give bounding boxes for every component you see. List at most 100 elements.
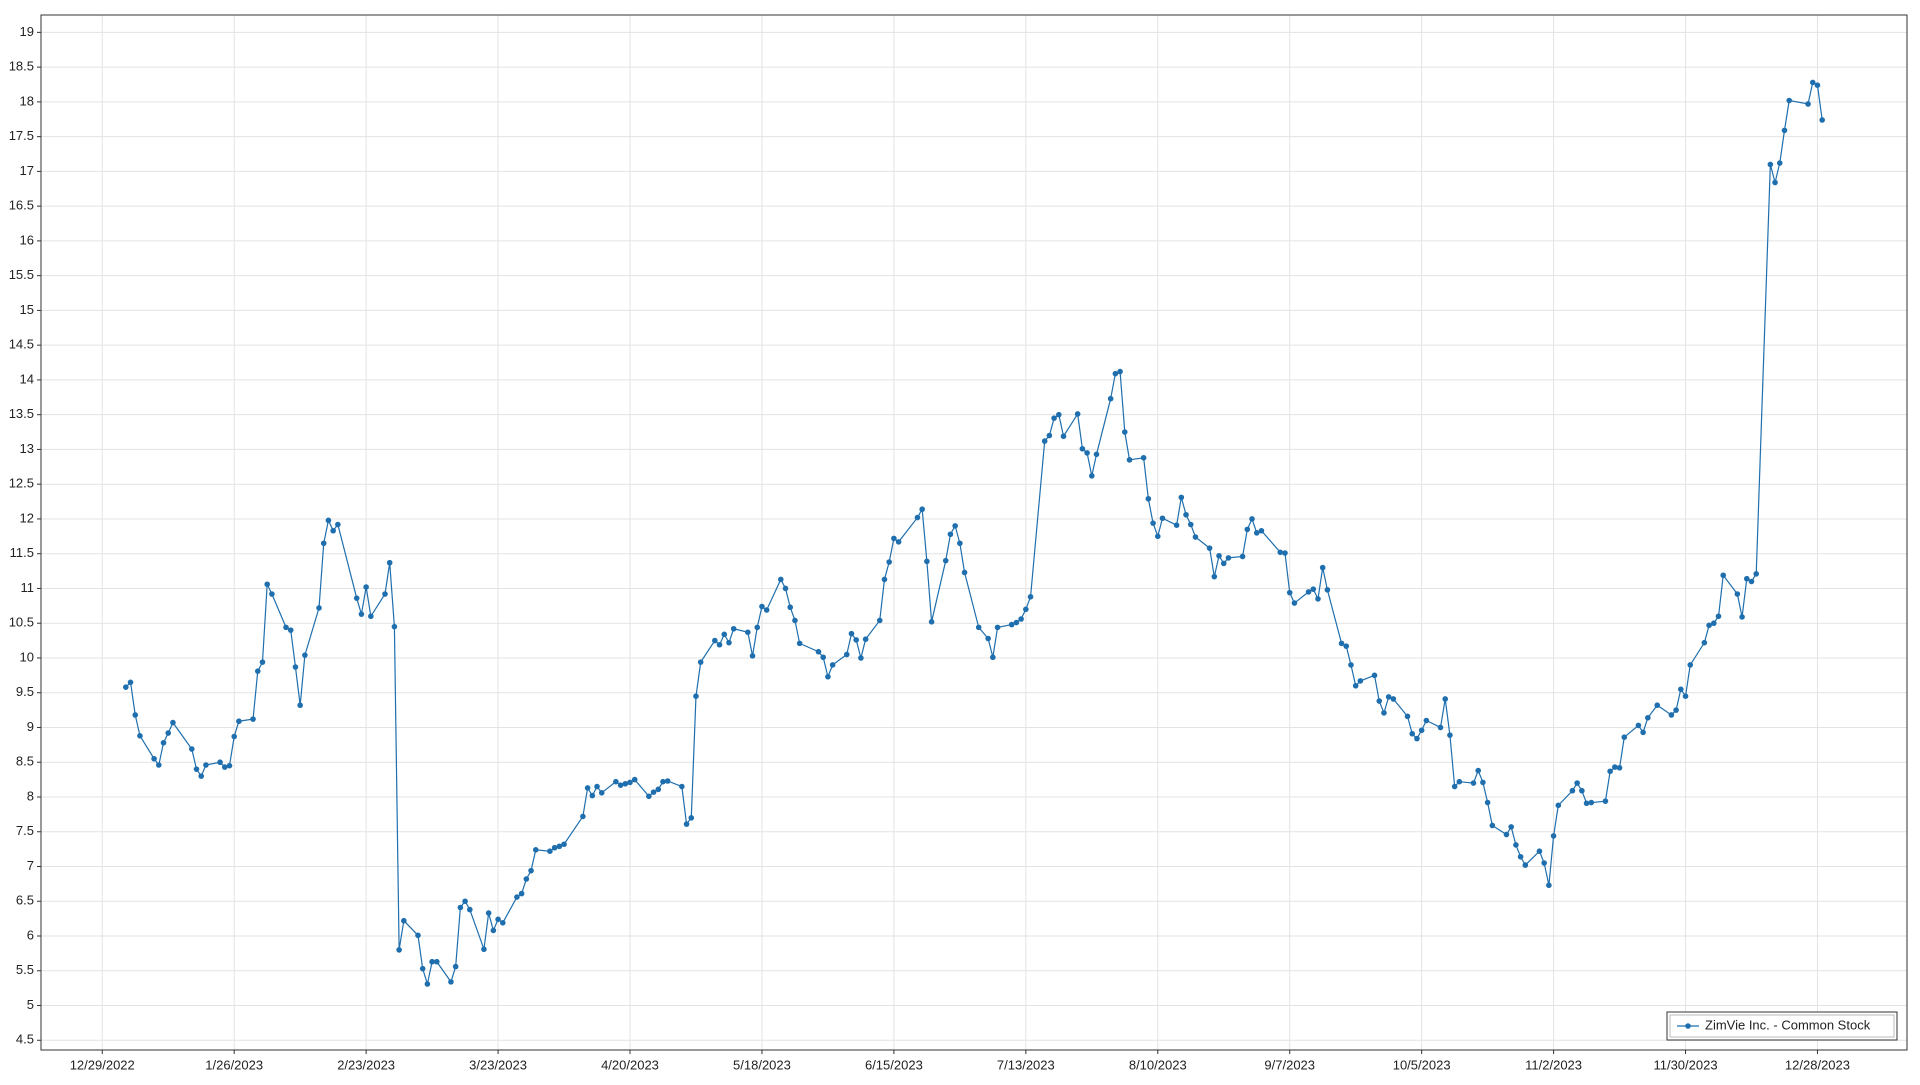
data-point xyxy=(203,762,209,768)
data-point xyxy=(730,625,737,632)
x-tick-label: 9/7/2023 xyxy=(1264,1057,1315,1072)
data-point xyxy=(198,773,205,779)
data-point xyxy=(1390,696,1397,702)
y-tick-label: 17 xyxy=(20,163,34,178)
data-point xyxy=(193,766,200,772)
y-tick-label: 18.5 xyxy=(9,59,34,74)
legend-marker xyxy=(1685,1023,1691,1029)
data-point xyxy=(985,635,991,642)
data-point xyxy=(330,527,336,534)
data-point xyxy=(1381,710,1387,716)
data-point xyxy=(1371,672,1378,679)
data-point xyxy=(551,844,558,851)
data-point xyxy=(957,540,963,547)
data-point xyxy=(886,559,892,565)
x-tick-label: 7/13/2023 xyxy=(997,1057,1055,1072)
y-tick-label: 5.5 xyxy=(16,962,34,977)
x-tick-label: 10/5/2023 xyxy=(1393,1057,1451,1072)
data-point xyxy=(226,762,233,769)
data-point xyxy=(1145,495,1152,502)
data-point xyxy=(952,523,958,529)
data-point xyxy=(1376,698,1383,704)
data-point xyxy=(1739,614,1745,620)
y-tick-label: 18 xyxy=(20,93,34,108)
legend-label: ZimVie Inc. - Common Stock xyxy=(1705,1017,1871,1032)
data-point xyxy=(1546,882,1552,889)
x-tick-label: 6/15/2023 xyxy=(865,1057,923,1072)
data-point xyxy=(485,910,492,916)
data-point xyxy=(1668,712,1675,718)
data-point xyxy=(1621,734,1628,741)
data-point xyxy=(697,659,704,665)
data-point xyxy=(1286,589,1293,596)
data-point xyxy=(829,662,836,668)
data-point xyxy=(1093,451,1100,458)
y-tick-label: 8.5 xyxy=(16,754,34,769)
data-point xyxy=(325,517,332,524)
y-tick-label: 10 xyxy=(20,649,34,664)
data-point xyxy=(1348,662,1354,668)
data-point xyxy=(1654,702,1661,709)
data-point xyxy=(127,679,134,686)
x-tick-label: 11/2/2023 xyxy=(1525,1057,1582,1072)
data-point xyxy=(1056,411,1062,418)
data-point xyxy=(1484,799,1491,806)
y-tick-label: 6 xyxy=(27,927,34,942)
x-tick-label: 11/30/2023 xyxy=(1653,1057,1717,1072)
data-point xyxy=(598,790,605,796)
y-tick-label: 19 xyxy=(20,24,34,39)
data-point xyxy=(914,514,921,521)
data-point xyxy=(848,630,855,637)
data-point xyxy=(151,755,157,762)
data-point xyxy=(1588,799,1595,806)
data-point xyxy=(250,716,256,722)
data-point xyxy=(1541,860,1547,866)
data-point xyxy=(429,958,435,965)
data-point xyxy=(683,821,690,827)
data-point xyxy=(622,780,629,787)
data-point xyxy=(815,648,822,655)
data-point xyxy=(1711,620,1717,627)
data-point xyxy=(386,559,393,566)
data-point xyxy=(650,789,657,795)
data-point xyxy=(1159,515,1166,522)
data-point xyxy=(1126,457,1133,463)
data-point xyxy=(320,540,327,547)
data-point xyxy=(1192,534,1199,540)
data-point xyxy=(1734,591,1741,597)
data-point xyxy=(1338,640,1345,647)
data-point xyxy=(1051,415,1057,421)
data-point xyxy=(627,779,633,786)
data-point xyxy=(1244,526,1251,533)
data-point xyxy=(561,841,567,848)
data-point xyxy=(1112,370,1119,377)
data-point xyxy=(160,739,167,746)
y-tick-label: 13 xyxy=(20,441,34,456)
data-point xyxy=(264,581,270,588)
data-point xyxy=(1074,411,1081,417)
data-point xyxy=(419,965,426,972)
data-point xyxy=(514,894,520,900)
data-point xyxy=(1319,564,1326,571)
data-point xyxy=(820,654,827,661)
data-point xyxy=(759,603,765,610)
data-point xyxy=(1352,682,1359,689)
data-point xyxy=(646,793,652,800)
data-point xyxy=(1786,97,1792,104)
data-point xyxy=(1475,767,1481,774)
data-point xyxy=(1607,768,1613,775)
y-tick-label: 16 xyxy=(20,232,34,247)
data-point xyxy=(1183,511,1189,518)
data-point xyxy=(391,623,398,630)
data-point xyxy=(1206,545,1213,551)
y-tick-label: 12.5 xyxy=(9,476,34,491)
data-point xyxy=(1216,552,1222,559)
data-point xyxy=(594,783,600,790)
x-tick-label: 12/28/2023 xyxy=(1785,1057,1850,1072)
data-point xyxy=(876,617,883,624)
data-point xyxy=(424,981,431,987)
data-point xyxy=(170,719,176,726)
data-point xyxy=(1027,593,1034,600)
data-point xyxy=(1437,724,1444,731)
